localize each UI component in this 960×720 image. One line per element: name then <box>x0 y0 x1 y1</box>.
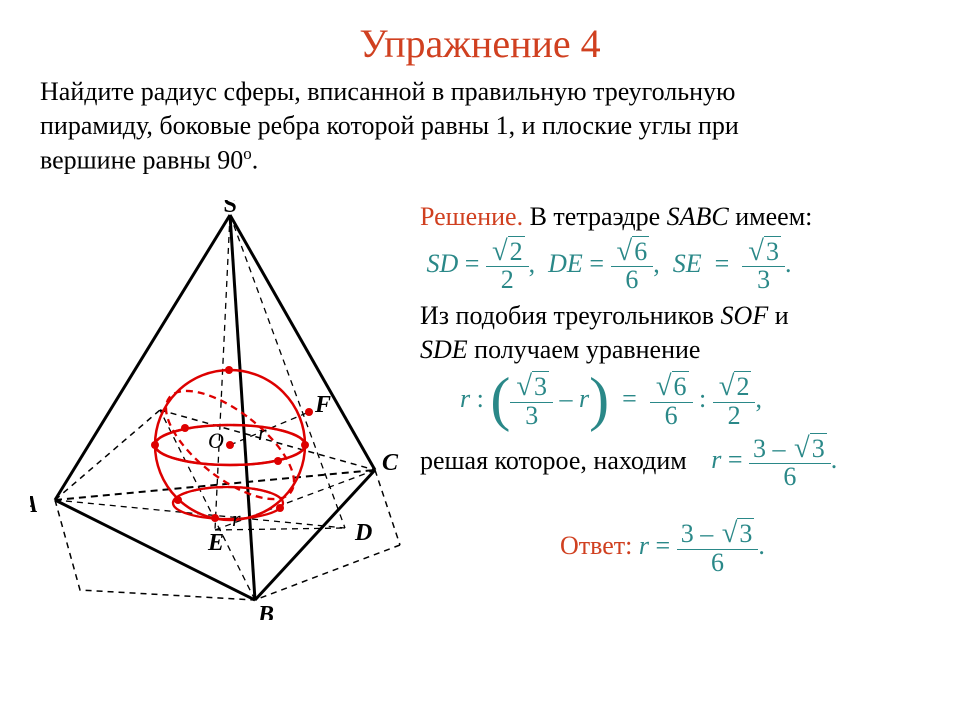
eq2: = <box>583 249 611 278</box>
se-den: 3 <box>742 267 785 293</box>
problem-line-3b: . <box>252 145 259 174</box>
label-S: S <box>223 200 236 218</box>
similar-and: и <box>768 301 788 330</box>
eq3: = <box>708 249 736 278</box>
de-den: 6 <box>611 267 654 293</box>
sd-den: 2 <box>486 267 529 293</box>
sde: SDE <box>420 335 468 364</box>
label-B: B <box>257 602 274 620</box>
d3: . <box>758 531 765 560</box>
rhs-sqrt: 6 <box>672 371 689 401</box>
similar2: получаем уравнение <box>468 335 701 364</box>
sd-de-se-line: SD = 22, DE = 66, SE = 33. <box>420 238 940 294</box>
page-title: Упражнение 4 <box>0 0 960 67</box>
solution-block: Решение. В тетраэдре SABC имеем: SD = 22… <box>420 200 940 576</box>
label-O: O <box>208 428 224 453</box>
minus: – <box>553 384 579 413</box>
r2: r <box>579 384 589 413</box>
solving-line: решая которое, находим r = 3 – 36. <box>420 435 940 491</box>
rhs2-den: 2 <box>713 403 756 429</box>
ans2-den: 6 <box>677 550 759 576</box>
answer-line: Ответ: r = 3 – 36. <box>420 520 940 576</box>
ans2-num-a: 3 – <box>681 519 720 548</box>
solution-line-1: Решение. В тетраэдре SABC имеем: <box>420 200 940 234</box>
se-num: 3 <box>764 236 781 266</box>
c3: , <box>755 384 762 413</box>
label-F: F <box>314 392 331 418</box>
problem-line-3a: вершине равны 90 <box>40 145 243 174</box>
colon1: : <box>470 384 490 413</box>
title-text: Упражнение 4 <box>359 21 600 66</box>
rhs2-sqrt: 2 <box>734 371 751 401</box>
r3: r <box>711 445 721 474</box>
intro-tail: имеем: <box>729 202 813 231</box>
lhs-sqrt: 3 <box>532 371 549 401</box>
r4: r <box>639 531 649 560</box>
pyramid-diagram: S A B C D E F O r r <box>30 200 430 620</box>
ans-num-a: 3 – <box>753 434 792 463</box>
label-r1: r <box>258 420 267 445</box>
sof: SOF <box>721 301 769 330</box>
sd-num: 2 <box>508 236 525 266</box>
sabc: SABC <box>667 202 729 231</box>
de-label: DE <box>548 249 583 278</box>
c1: , <box>529 249 536 278</box>
de-num: 6 <box>632 236 649 266</box>
eq4: = <box>616 384 644 413</box>
problem-degree-sup: о <box>243 144 251 163</box>
eq1: = <box>458 249 486 278</box>
label-C: C <box>382 450 399 476</box>
similar1: Из подобия треугольников <box>420 301 721 330</box>
d1: . <box>785 249 792 278</box>
ratio-line: r : (33 – r) = 66 : 22, <box>420 373 940 429</box>
label-E: E <box>207 530 224 556</box>
c2: , <box>653 249 660 278</box>
colon2: : <box>693 384 713 413</box>
ans-den: 6 <box>749 464 831 490</box>
similar-line: Из подобия треугольников SOF и SDE получ… <box>420 299 940 367</box>
answer-label: Ответ: <box>560 531 632 560</box>
intro-text: В тетраэдре <box>523 202 667 231</box>
d2: . <box>831 445 838 474</box>
rhs-den: 6 <box>650 403 693 429</box>
ans2-sqrt: 3 <box>737 518 754 548</box>
ans-sqrt: 3 <box>810 433 827 463</box>
sd-label: SD <box>427 249 459 278</box>
reshenie-label: Решение. <box>420 202 523 231</box>
label-r2: r <box>232 506 241 531</box>
label-D: D <box>354 520 372 546</box>
lhs-den: 3 <box>510 403 553 429</box>
r1: r <box>460 384 470 413</box>
problem-line-2: пирамиду, боковые ребра которой равны 1,… <box>40 111 739 140</box>
label-A: A <box>30 492 38 518</box>
problem-statement: Найдите радиус сферы, вписанной в правил… <box>0 67 960 177</box>
problem-line-1: Найдите радиус сферы, вписанной в правил… <box>40 77 735 106</box>
se-label: SE <box>673 249 702 278</box>
solving-text: решая которое, находим <box>420 445 687 474</box>
